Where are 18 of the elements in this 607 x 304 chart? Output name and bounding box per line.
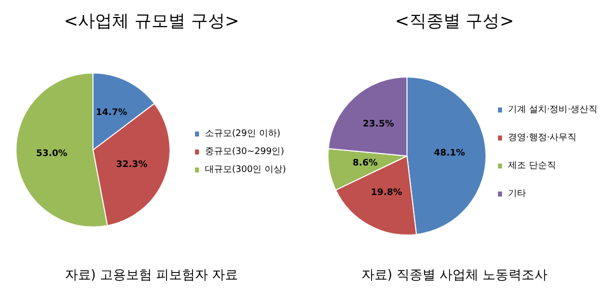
legend-label: 소규모(29인 이하) <box>205 129 280 139</box>
legend-label: 경영·행정·사무직 <box>508 133 577 143</box>
legend-label: 기계 설치·정비·생산직 <box>508 105 598 115</box>
data-label: 32.3% <box>116 160 148 170</box>
text: 자료) 직종별 사업체 노동력조사 <box>361 268 548 283</box>
data-label: 53.0% <box>36 148 68 159</box>
data-label: 19.8% <box>370 188 402 198</box>
chart-title: <사업체 규모별 구성> <box>64 12 240 32</box>
data-label: 48.1% <box>434 148 466 158</box>
legend-label: 제조 단순직 <box>508 161 556 171</box>
legend-label: 기타 <box>508 189 526 199</box>
legend-label: 대규모(300인 이상) <box>205 165 286 175</box>
data-label: 14.7% <box>96 108 128 118</box>
legend-label: 중규모(30~299인) <box>205 147 284 157</box>
text: 자료) 고용보험 피보험자 자료 <box>64 268 238 283</box>
data-label: 23.5% <box>362 120 394 130</box>
chart-title: <직종별 구성> <box>395 12 514 32</box>
data-label: 8.6% <box>352 158 378 168</box>
